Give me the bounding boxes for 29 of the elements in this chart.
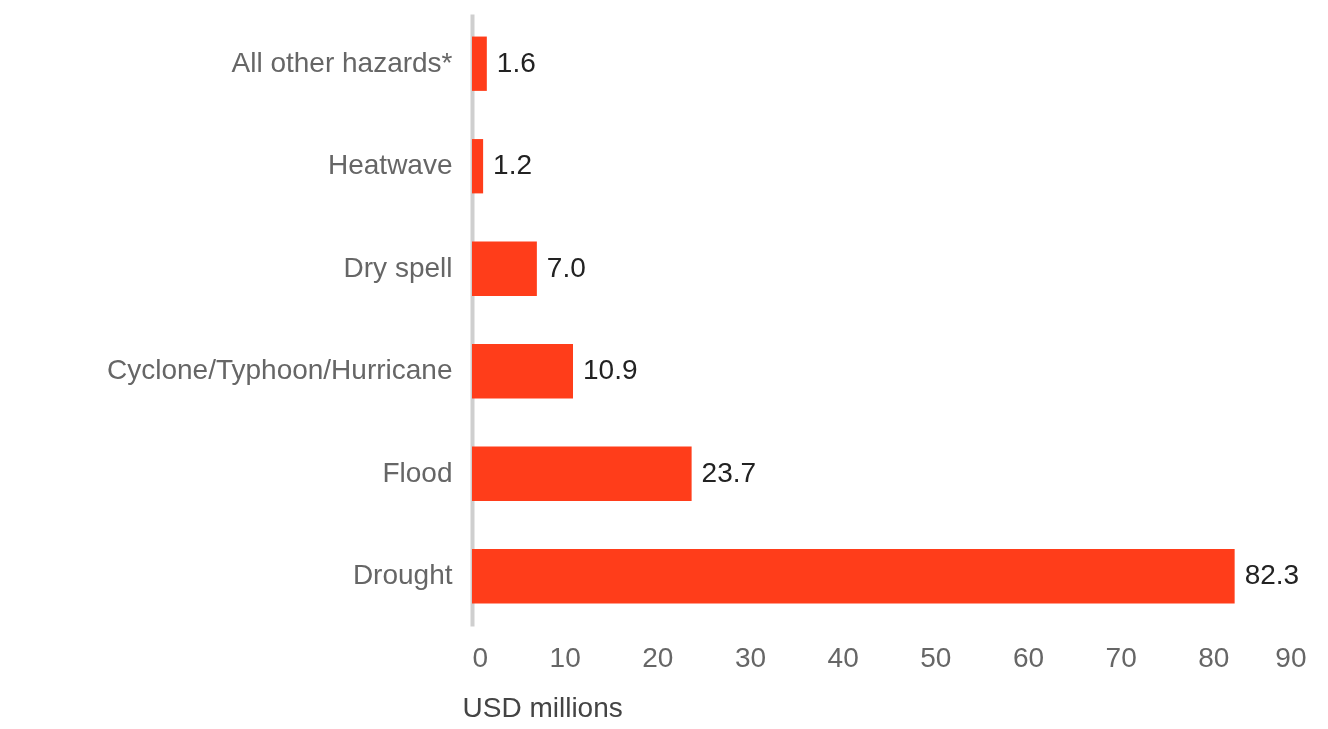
x-tick-label: 40 (827, 641, 859, 673)
bar (472, 549, 1235, 604)
y-tick-label: Cyclone/Typhoon/Hurricane (106, 354, 453, 386)
x-tick-label: 0 (472, 641, 489, 673)
bar (472, 139, 484, 194)
bar (472, 344, 574, 399)
y-tick-label: Dry spell (343, 251, 453, 283)
data-label: 1.6 (496, 46, 536, 78)
data-label: 1.2 (493, 149, 533, 181)
data-label: 23.7 (701, 456, 757, 488)
y-tick-label: Heatwave (327, 149, 453, 181)
x-tick-label: 90 (1275, 641, 1307, 673)
x-axis-title: USD millions (462, 691, 623, 723)
bar (472, 36, 487, 91)
x-tick-label: 10 (549, 641, 581, 673)
bar (472, 241, 537, 296)
y-tick-label: All other hazards* (231, 46, 453, 78)
data-label: 82.3 (1244, 559, 1300, 591)
x-tick-label: 20 (642, 641, 674, 673)
data-label: 7.0 (546, 251, 586, 283)
bar (472, 446, 692, 501)
y-tick-label: Drought (352, 559, 453, 591)
x-tick-label: 60 (1012, 641, 1045, 673)
x-tick-label: 50 (920, 641, 952, 673)
data-label: 10.9 (583, 354, 638, 386)
x-tick-label: 80 (1198, 641, 1230, 673)
x-tick-label: 70 (1105, 641, 1137, 673)
x-tick-label: 30 (734, 641, 767, 673)
y-tick-label: Flood (382, 456, 453, 488)
